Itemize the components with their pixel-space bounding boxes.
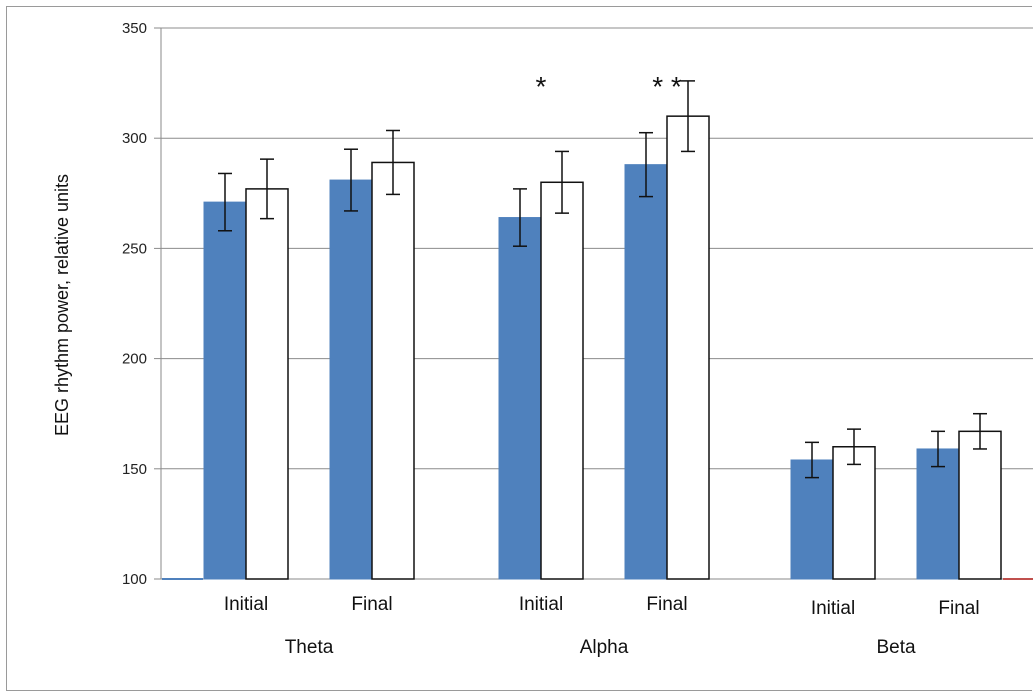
significance-markers: * * * xyxy=(536,71,682,102)
group-label: Alpha xyxy=(580,637,629,658)
chart-frame xyxy=(6,6,1032,691)
bar-series-1 xyxy=(329,179,373,580)
y-tick-label: 300 xyxy=(122,130,147,147)
bar-series-1 xyxy=(203,201,247,580)
bar-series-1 xyxy=(916,448,960,580)
significance-marker: * xyxy=(536,71,547,102)
error-bars xyxy=(218,80,987,479)
y-tick-label: 150 xyxy=(122,461,147,478)
gridlines xyxy=(154,27,1033,580)
y-tick-label: 250 xyxy=(122,240,147,257)
bar-series-2 xyxy=(245,188,289,580)
bar-series-2 xyxy=(371,161,415,580)
y-tick-label: 100 xyxy=(122,571,147,588)
category-label: Final xyxy=(646,594,687,615)
y-axis-label: EEG rhythm power, relative units xyxy=(52,174,72,436)
x-axis-labels: Initial Final Theta Initial Final Alpha Initia… xyxy=(224,594,980,658)
bar-series-1 xyxy=(790,459,834,580)
bar-series-1 xyxy=(624,164,668,580)
category-label: Initial xyxy=(519,594,563,615)
bar-series-1 xyxy=(498,217,542,580)
category-label: Initial xyxy=(224,594,268,615)
bar-series-2 xyxy=(832,446,876,580)
bars xyxy=(203,115,1002,580)
category-label: Initial xyxy=(811,598,855,619)
bar-series-2 xyxy=(540,181,584,580)
y-tick-label: 350 xyxy=(122,20,147,37)
bar-series-2 xyxy=(666,115,710,580)
y-tick-label: 200 xyxy=(122,351,147,368)
group-label: Beta xyxy=(876,637,916,658)
significance-marker: * * xyxy=(652,71,682,102)
group-label: Theta xyxy=(285,637,334,658)
bar-series-2 xyxy=(958,430,1002,580)
y-axis-ticks: 100 150 200 250 300 350 xyxy=(122,20,147,588)
category-label: Final xyxy=(351,594,392,615)
category-label: Final xyxy=(938,598,979,619)
